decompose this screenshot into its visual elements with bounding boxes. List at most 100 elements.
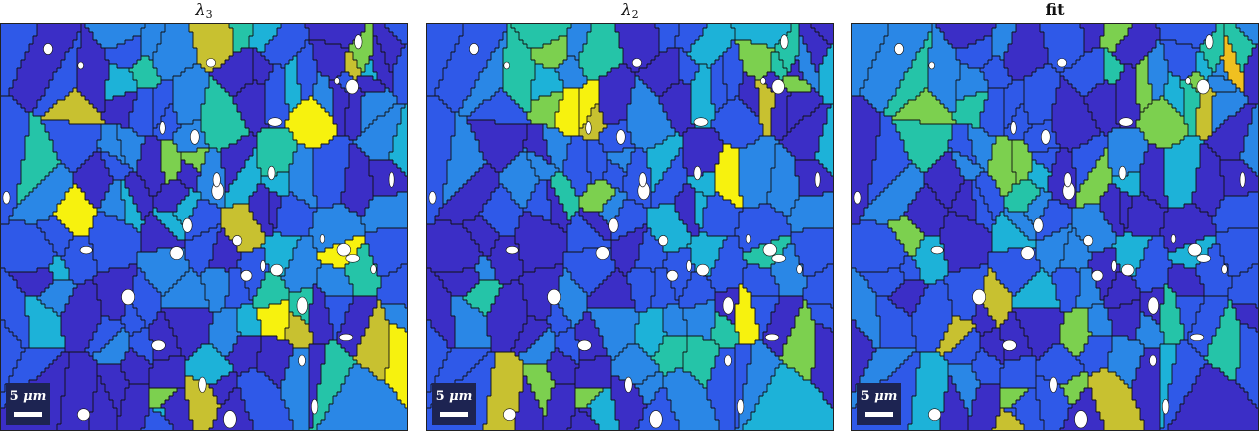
grain-cell	[245, 164, 258, 169]
grain-cell	[427, 224, 464, 229]
grain-cell	[1052, 104, 1089, 109]
grain-cell	[237, 316, 258, 321]
grain-cell	[936, 192, 957, 197]
grain-cell	[615, 408, 644, 413]
grain-cell	[956, 96, 965, 101]
grain-cell	[321, 380, 346, 385]
grain-cell	[1124, 68, 1137, 73]
grain-cell	[543, 216, 552, 221]
grain-cell	[980, 116, 1005, 121]
grain-cell	[1, 28, 38, 33]
grain-cell	[483, 312, 488, 317]
grain-cell	[177, 344, 202, 349]
grain-cell	[1168, 204, 1185, 209]
grain-cell	[783, 348, 816, 353]
grain-cell	[369, 156, 390, 161]
grain-cell	[587, 156, 608, 161]
grain-cell	[105, 48, 142, 53]
grain-cell	[225, 400, 246, 405]
grain-cell	[25, 108, 34, 113]
grain-cell	[427, 108, 452, 113]
grain-cell	[1044, 40, 1085, 45]
grain-cell	[221, 148, 254, 153]
grain-cell	[599, 96, 632, 101]
grain-cell	[1, 44, 30, 49]
grain-cell	[129, 188, 150, 193]
grain-cell	[623, 168, 628, 173]
grain-cell	[345, 268, 378, 273]
grain-cell	[1112, 280, 1137, 285]
grain-cell	[643, 396, 656, 401]
grain-cell	[775, 136, 784, 141]
grain-cell	[97, 360, 122, 365]
grain-cell	[1, 92, 10, 97]
grain-cell	[349, 160, 370, 165]
grain-cell	[852, 60, 873, 65]
grain-cell	[715, 324, 736, 329]
grain-cell	[555, 120, 580, 125]
grain-cell	[81, 40, 98, 45]
grain-cell	[145, 136, 158, 141]
grain-cell	[1012, 164, 1033, 169]
grain-cell	[349, 208, 366, 213]
grain-cell	[1080, 92, 1089, 97]
grain-cell	[984, 224, 993, 229]
grain-cell	[567, 36, 588, 41]
grain-cell	[868, 68, 909, 73]
grain-cell	[799, 76, 804, 81]
grain-cell	[1172, 260, 1201, 265]
grain-cell	[988, 132, 1005, 137]
grain-cell	[952, 112, 981, 117]
grain-cell	[189, 260, 210, 265]
grain-cell	[651, 88, 668, 93]
grain-cell	[185, 68, 206, 73]
grain-cell	[229, 276, 246, 281]
grain-cell	[651, 172, 664, 177]
grain-cell	[377, 376, 386, 381]
grain-cell	[1244, 84, 1258, 89]
grain-cell	[755, 316, 772, 321]
grain-cell	[253, 48, 258, 53]
grain-cell	[101, 44, 118, 49]
grain-map	[0, 23, 408, 431]
grain-cell	[735, 428, 744, 430]
grain-cell	[759, 400, 828, 405]
grain-cell	[1136, 100, 1153, 105]
grain-cell	[892, 300, 921, 305]
grain-cell	[519, 404, 540, 409]
grain-cell	[711, 272, 744, 277]
grain-cell	[1080, 288, 1101, 293]
grain-cell	[852, 92, 861, 97]
grain-cell	[17, 280, 54, 285]
grain-cell	[157, 72, 182, 77]
grain-cell	[852, 296, 877, 301]
grain-cell	[277, 336, 286, 341]
grain-cell	[611, 68, 632, 73]
grain-cell	[289, 168, 314, 173]
grain-cell	[293, 344, 310, 349]
grain-cell	[229, 188, 258, 193]
grain-cell	[313, 172, 346, 177]
grain-cell	[309, 36, 358, 41]
grain-cell	[1048, 188, 1077, 193]
grain-cell	[297, 60, 318, 65]
grain-cell	[1248, 192, 1258, 197]
grain-cell	[261, 224, 274, 229]
grain-cell	[357, 84, 386, 89]
grain-cell	[527, 200, 552, 205]
grain-cell	[675, 200, 696, 205]
grain-cell	[381, 284, 407, 289]
grain-cell	[357, 360, 390, 365]
grain-cell	[1064, 68, 1105, 73]
grain-cell	[101, 152, 110, 157]
grain-cell	[389, 356, 407, 361]
grain-cell	[427, 128, 456, 133]
grain-cell	[209, 264, 238, 269]
grain-cell	[743, 248, 752, 253]
grain-cell	[269, 200, 282, 205]
grain-cell	[361, 72, 378, 77]
grain-cell	[924, 184, 929, 189]
grain-cell	[161, 292, 166, 297]
grain-cell	[427, 280, 444, 285]
grain-cell	[29, 332, 62, 337]
